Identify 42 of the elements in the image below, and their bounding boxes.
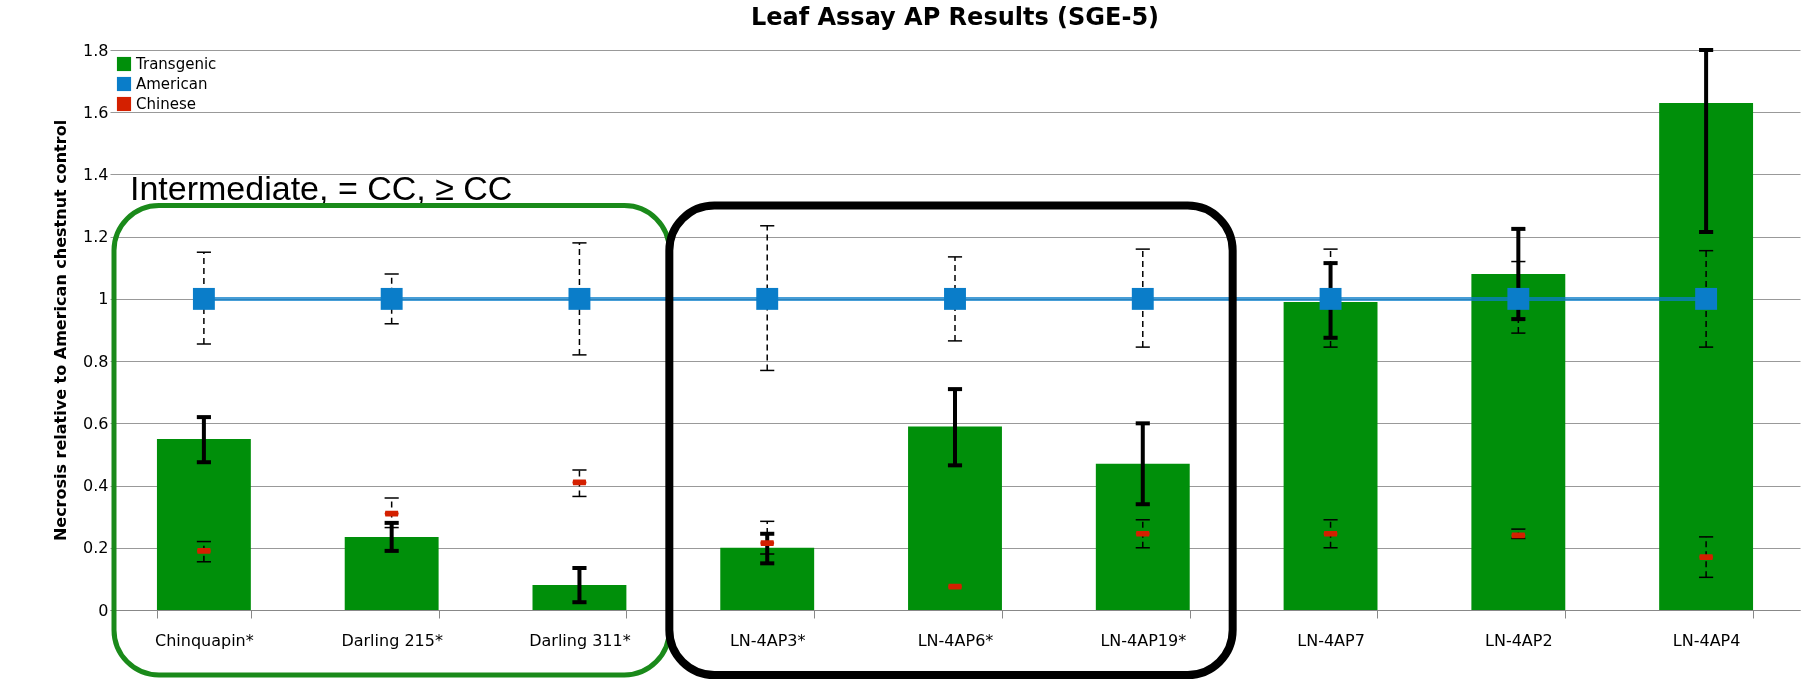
x-tick-label: Darling 215* (341, 630, 443, 650)
legend-label: Chinese (136, 95, 196, 113)
bar (156, 438, 251, 610)
legend-label: Transgenic (135, 55, 217, 73)
point (756, 287, 779, 310)
y-tick-label: 1.2 (83, 227, 109, 247)
bar (1095, 463, 1190, 610)
x-tick-label: LN-4AP3* (729, 630, 806, 650)
x-tick-label: LN-4AP6* (917, 630, 994, 650)
legend-label: American (136, 75, 208, 93)
bar (344, 536, 439, 610)
x-tick-label: LN-4AP2 (1485, 630, 1553, 650)
point (1131, 287, 1154, 310)
bar (1471, 274, 1566, 610)
point (1695, 287, 1718, 310)
bar (1283, 302, 1378, 610)
annotation: Intermediate, = CC, ≥ CC (130, 169, 513, 207)
chart-title: Leaf Assay AP Results (SGE-5) (750, 3, 1160, 31)
y-tick-label: 0.4 (83, 476, 109, 496)
point (944, 287, 966, 310)
bar (720, 547, 815, 610)
x-tick-label: LN-4AP7 (1297, 630, 1365, 650)
y-tick-label: 1.6 (83, 102, 109, 122)
point (1507, 287, 1530, 310)
point (192, 287, 215, 310)
y-tick-label: 0.8 (83, 351, 109, 371)
y-tick-label: 0.2 (83, 538, 109, 558)
x-tick-label: Chinquapin* (155, 630, 254, 650)
y-tick-label: 1.8 (83, 40, 109, 60)
bar (1659, 102, 1754, 610)
point (568, 287, 591, 310)
x-tick-label: LN-4AP19* (1100, 630, 1187, 650)
point (1319, 287, 1342, 310)
y-tick-label: 0 (98, 600, 109, 620)
y-tick-label: 1 (98, 289, 109, 309)
x-tick-label: Darling 311* (529, 630, 631, 650)
y-axis-title: Necrosis relative to American chestnut control (51, 119, 71, 542)
bar (908, 426, 1002, 610)
x-tick-label: LN-4AP4 (1672, 630, 1741, 650)
point (380, 287, 403, 310)
y-tick-label: 1.4 (83, 164, 109, 184)
y-tick-label: 0.6 (83, 413, 109, 433)
